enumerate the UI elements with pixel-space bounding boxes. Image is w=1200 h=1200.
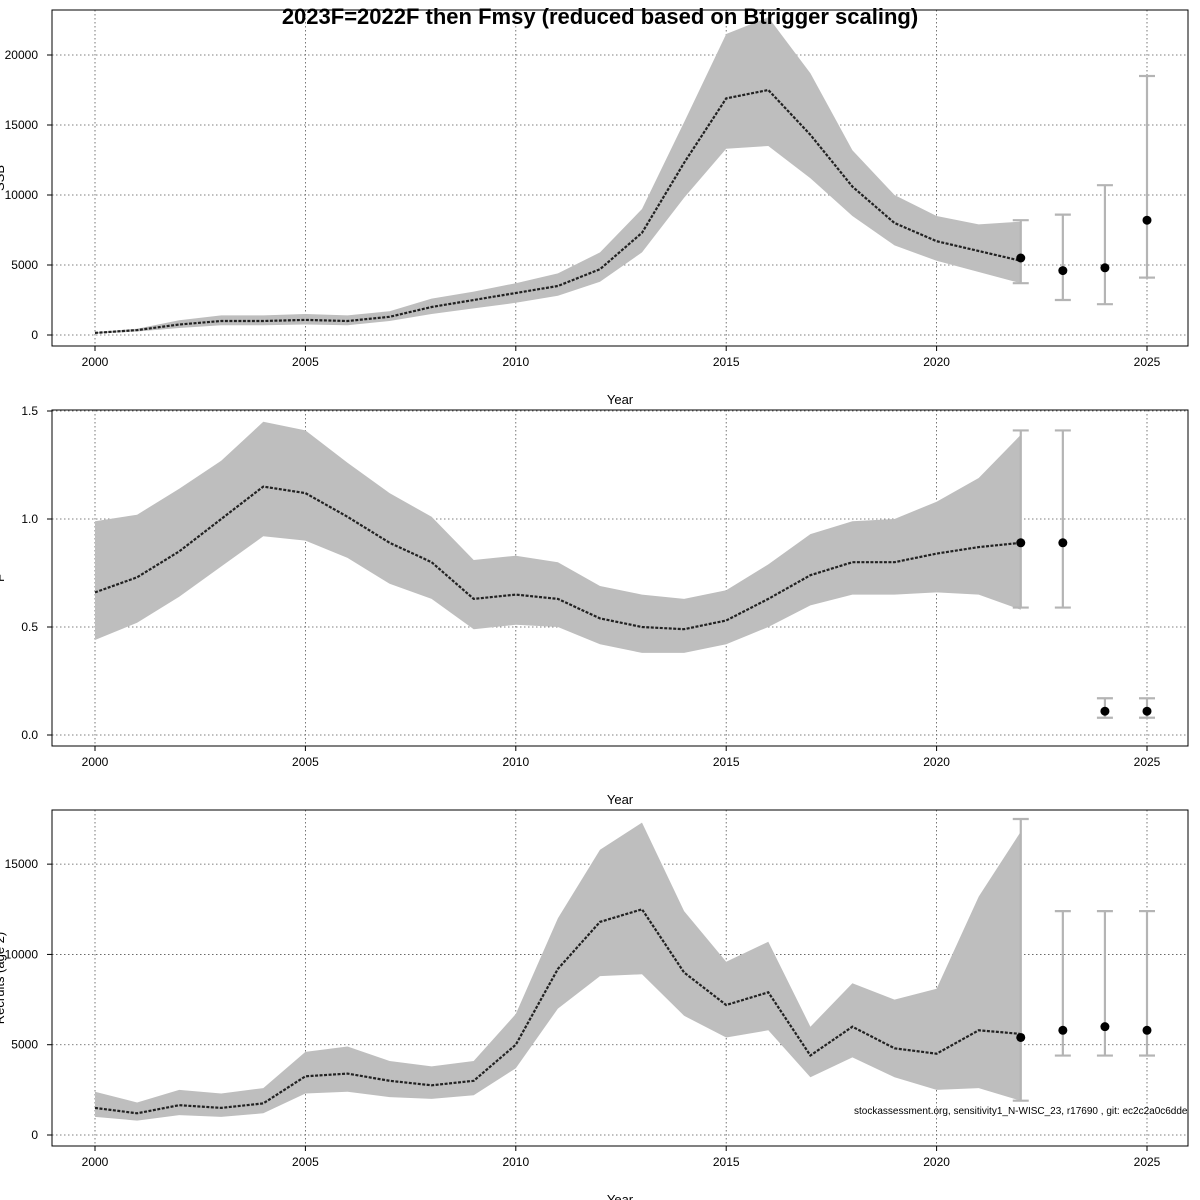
chart-panels: 2000 2005 2010 2015 2020 20250500010000150002… [0, 9, 1189, 1200]
panel-2: 2000 2005 2010 2015 2020 2025 0.0 0.5 1.0 1.5 Year… [0, 404, 1189, 807]
x-tick-label: 2005 [292, 1155, 319, 1169]
y-axis-label: Recruits (age 2) [0, 932, 7, 1024]
forecast-point [1142, 706, 1152, 716]
forecast-point [1058, 1025, 1068, 1035]
y-axis-label: SSB [0, 165, 7, 191]
x-tick-label: 2020 [923, 355, 950, 369]
y-tick-label: 0 [31, 328, 38, 342]
x-tick-label: 2010 [502, 1155, 529, 1169]
x-tick-label: 2020 [923, 1155, 950, 1169]
forecast-point [1142, 215, 1152, 225]
forecast-point [1100, 263, 1110, 273]
x-tick-label: 2015 [713, 1155, 740, 1169]
estimate-line [94, 485, 1021, 631]
y-tick-label: 0.0 [21, 728, 38, 742]
footnote: stockassessment.org, sensitivity1_N-WISC… [854, 1106, 1188, 1117]
panel-3: 2000 2005 2010 2015 2020 2025 0 5000 10000 15000 Y… [0, 809, 1189, 1200]
x-tick-label: 2025 [1134, 1155, 1161, 1169]
x-tick-label: 2010 [502, 755, 529, 769]
x-tick-label: 2015 [713, 755, 740, 769]
forecast-point [1058, 538, 1068, 548]
x-tick-label: 2020 [923, 755, 950, 769]
plot-frame [51, 9, 1189, 347]
y-tick-label: 1.5 [21, 404, 38, 418]
plot-frame [51, 409, 1189, 747]
y-tick-label: 5000 [11, 1038, 38, 1052]
estimate-line [94, 908, 1021, 1115]
forecast-point [1058, 266, 1068, 276]
y-tick-label: 5000 [11, 258, 38, 272]
x-tick-label: 2025 [1134, 355, 1161, 369]
x-tick-label: 2000 [82, 355, 109, 369]
forecast-point [1100, 706, 1110, 716]
plot-frame [51, 809, 1189, 1147]
chart-title: 2023F=2022F then Fmsy (reduced based on … [282, 4, 918, 29]
y-tick-label: 20000 [5, 48, 39, 62]
x-tick-label: 2010 [502, 355, 529, 369]
y-tick-label: 15000 [5, 118, 39, 132]
confidence-band [95, 822, 1021, 1121]
x-tick-label: 2025 [1134, 755, 1161, 769]
y-tick-label: 0 [31, 1128, 38, 1142]
x-axis-label: Year [607, 392, 634, 407]
y-tick-label: 0.5 [21, 620, 38, 634]
forecast-point [1016, 1032, 1026, 1042]
estimate-line [94, 88, 1022, 334]
x-tick-label: 2000 [82, 1155, 109, 1169]
x-axis-label: Year [607, 792, 634, 807]
y-tick-label: 10000 [5, 188, 39, 202]
confidence-band [95, 17, 1021, 334]
x-axis-label: Year [607, 1192, 634, 1200]
x-tick-label: 2005 [292, 355, 319, 369]
y-tick-label: 10000 [5, 947, 39, 961]
x-tick-label: 2005 [292, 755, 319, 769]
y-axis-label: F [0, 574, 7, 582]
y-tick-label: 15000 [5, 857, 39, 871]
forecast-point [1100, 1022, 1110, 1032]
x-tick-label: 2000 [82, 755, 109, 769]
forecast-point [1016, 538, 1026, 548]
y-tick-label: 1.0 [21, 512, 38, 526]
confidence-band [95, 421, 1021, 653]
x-tick-label: 2015 [713, 355, 740, 369]
forecast-point [1016, 253, 1026, 263]
panel-1: 2000 2005 2010 2015 2020 2025 0 5000 10000 15000 2… [0, 9, 1189, 407]
forecast-point [1142, 1025, 1152, 1035]
